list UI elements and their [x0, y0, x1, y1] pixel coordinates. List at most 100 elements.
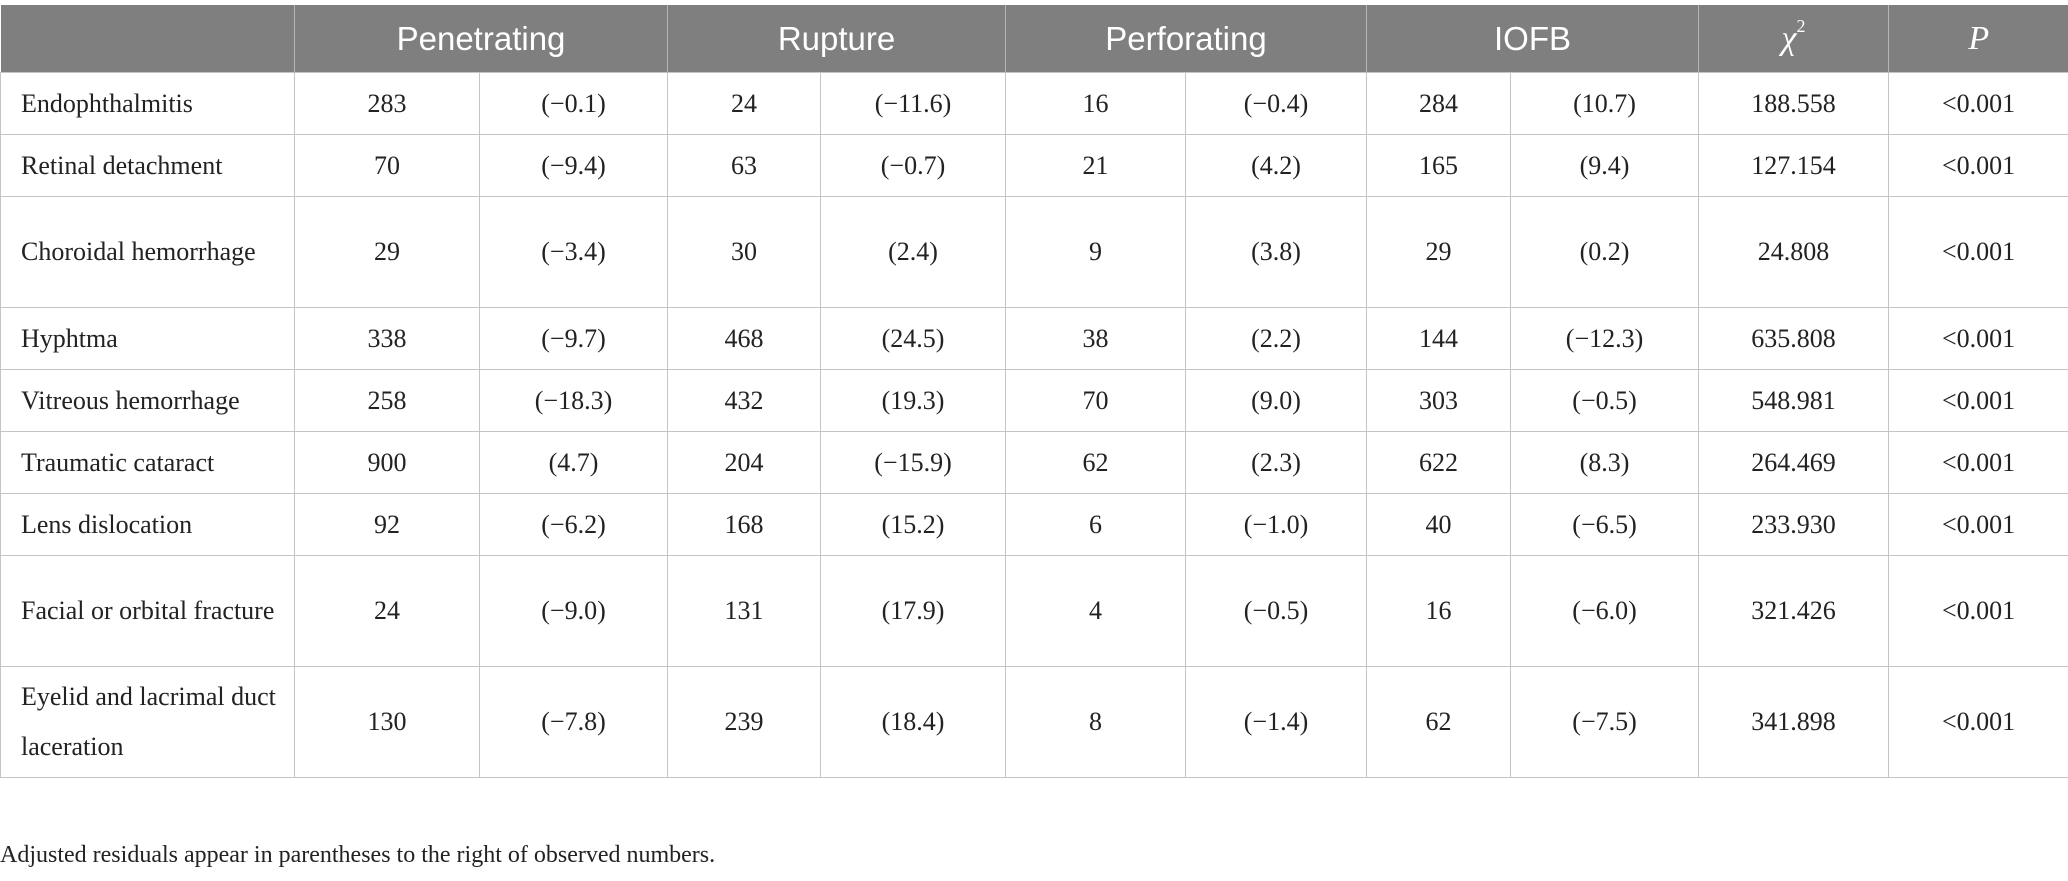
- penetrating-count: 24: [294, 555, 480, 667]
- iofb-count: 62: [1366, 666, 1512, 778]
- rupture-residual: (2.4): [820, 196, 1007, 308]
- rupture-count: 24: [667, 72, 822, 135]
- iofb-count: 29: [1366, 196, 1512, 308]
- penetrating-count: 92: [294, 493, 480, 556]
- row-label: Traumatic cataract: [0, 431, 295, 494]
- table-row: Lens dislocation 92 (−6.2) 168 (15.2) 6 (−1.0)…: [0, 493, 2068, 556]
- perforating-count: 21: [1005, 134, 1187, 197]
- penetrating-count: 258: [294, 369, 480, 432]
- penetrating-residual: (−7.8): [478, 666, 669, 778]
- header-penetrating: Penetrating: [293, 5, 668, 73]
- row-label: Retinal detachment: [0, 134, 295, 197]
- table-row: Facial or orbital fracture 24 (−9.0) 131 (17…: [0, 555, 2068, 667]
- rupture-residual: (−11.6): [820, 72, 1007, 135]
- penetrating-count: 900: [294, 431, 480, 494]
- p-value: <0.001: [1888, 134, 2068, 197]
- iofb-residual: (−7.5): [1510, 666, 1700, 778]
- row-label: Vitreous hemorrhage: [0, 369, 295, 432]
- perforating-residual: (−1.4): [1185, 666, 1368, 778]
- chi-square-value: 548.981: [1698, 369, 1890, 432]
- iofb-count: 622: [1366, 431, 1512, 494]
- rupture-count: 468: [667, 307, 822, 370]
- rupture-residual: (19.3): [820, 369, 1007, 432]
- row-label: Lens dislocation: [0, 493, 295, 556]
- header-perforating: Perforating: [1005, 5, 1367, 73]
- chi-square-value: 24.808: [1698, 196, 1890, 308]
- p-value: <0.001: [1888, 493, 2068, 556]
- iofb-count: 303: [1366, 369, 1512, 432]
- iofb-residual: (−0.5): [1510, 369, 1700, 432]
- chi-exponent: 2: [1796, 16, 1806, 37]
- rupture-count: 131: [667, 555, 822, 667]
- rupture-count: 239: [667, 666, 822, 778]
- perforating-count: 62: [1005, 431, 1187, 494]
- penetrating-residual: (−18.3): [478, 369, 669, 432]
- row-label: Choroidal hemorrhage: [0, 196, 295, 308]
- penetrating-residual: (−6.2): [478, 493, 669, 556]
- chi-symbol: χ: [1781, 19, 1797, 57]
- rupture-count: 63: [667, 134, 822, 197]
- chi-square-value: 341.898: [1698, 666, 1890, 778]
- perforating-count: 8: [1005, 666, 1187, 778]
- perforating-count: 70: [1005, 369, 1187, 432]
- penetrating-count: 338: [294, 307, 480, 370]
- penetrating-residual: (4.7): [478, 431, 669, 494]
- perforating-residual: (−0.5): [1185, 555, 1368, 667]
- penetrating-count: 283: [294, 72, 480, 135]
- rupture-residual: (15.2): [820, 493, 1007, 556]
- penetrating-residual: (−9.0): [478, 555, 669, 667]
- table-body: Endophthalmitis 283 (−0.1) 24 (−11.6) 16 (−0.4…: [0, 72, 2068, 778]
- perforating-residual: (3.8): [1185, 196, 1368, 308]
- p-value: <0.001: [1888, 196, 2068, 308]
- iofb-count: 284: [1366, 72, 1512, 135]
- perforating-residual: (−1.0): [1185, 493, 1368, 556]
- perforating-count: 9: [1005, 196, 1187, 308]
- rupture-residual: (−15.9): [820, 431, 1007, 494]
- header-chi-square: χ2: [1698, 5, 1889, 73]
- iofb-residual: (10.7): [1510, 72, 1700, 135]
- penetrating-count: 130: [294, 666, 480, 778]
- row-label: Eyelid and lacrimal duct laceration: [0, 666, 295, 778]
- perforating-count: 4: [1005, 555, 1187, 667]
- p-value: <0.001: [1888, 431, 2068, 494]
- perforating-count: 6: [1005, 493, 1187, 556]
- header-label-cell: [0, 5, 295, 73]
- chi-square-value: 635.808: [1698, 307, 1890, 370]
- chi-square-value: 233.930: [1698, 493, 1890, 556]
- row-label: Facial or orbital fracture: [0, 555, 295, 667]
- p-value: <0.001: [1888, 666, 2068, 778]
- perforating-count: 16: [1005, 72, 1187, 135]
- rupture-count: 432: [667, 369, 822, 432]
- iofb-residual: (−12.3): [1510, 307, 1700, 370]
- p-value: <0.001: [1888, 307, 2068, 370]
- table-footnote: Adjusted residuals appear in parentheses…: [0, 842, 716, 868]
- table-row: Retinal detachment 70 (−9.4) 63 (−0.7) 21 (4.2…: [0, 134, 2068, 197]
- penetrating-residual: (−9.7): [478, 307, 669, 370]
- perforating-residual: (4.2): [1185, 134, 1368, 197]
- table-row: Eyelid and lacrimal duct laceration 130 (−…: [0, 666, 2068, 778]
- rupture-residual: (18.4): [820, 666, 1007, 778]
- table-row: Endophthalmitis 283 (−0.1) 24 (−11.6) 16 (−0.4…: [0, 72, 2068, 135]
- penetrating-residual: (−0.1): [478, 72, 669, 135]
- chi-square-value: 127.154: [1698, 134, 1890, 197]
- penetrating-residual: (−3.4): [478, 196, 669, 308]
- iofb-residual: (0.2): [1510, 196, 1700, 308]
- chi-square-value: 321.426: [1698, 555, 1890, 667]
- iofb-residual: (8.3): [1510, 431, 1700, 494]
- header-rupture: Rupture: [667, 5, 1006, 73]
- row-label: Endophthalmitis: [0, 72, 295, 135]
- rupture-residual: (17.9): [820, 555, 1007, 667]
- penetrating-residual: (−9.4): [478, 134, 669, 197]
- rupture-residual: (−0.7): [820, 134, 1007, 197]
- p-value: <0.001: [1888, 369, 2068, 432]
- penetrating-count: 29: [294, 196, 480, 308]
- chi-square-value: 188.558: [1698, 72, 1890, 135]
- perforating-residual: (2.2): [1185, 307, 1368, 370]
- perforating-residual: (2.3): [1185, 431, 1368, 494]
- perforating-residual: (9.0): [1185, 369, 1368, 432]
- iofb-residual: (9.4): [1510, 134, 1700, 197]
- results-table-container: Penetrating Rupture Perforating IOFB χ2 …: [0, 5, 2068, 778]
- table-row: Vitreous hemorrhage 258 (−18.3) 432 (19.3) 70…: [0, 369, 2068, 432]
- penetrating-count: 70: [294, 134, 480, 197]
- table-row: Choroidal hemorrhage 29 (−3.4) 30 (2.4) 9 (3.8…: [0, 196, 2068, 308]
